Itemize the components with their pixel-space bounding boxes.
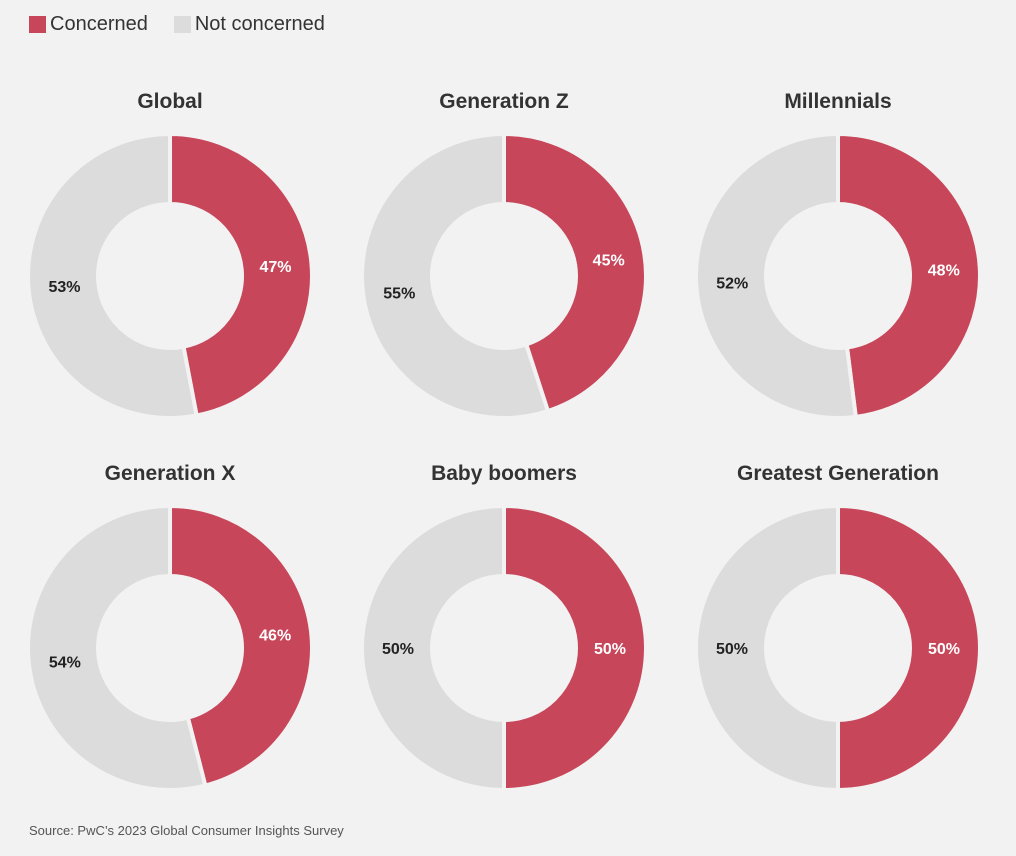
donut-chart: Global 47% 53% — [26, 90, 314, 420]
donut-chart: Generation Z 45% 55% — [360, 90, 648, 420]
slice-not-concerned — [26, 503, 208, 792]
legend-swatch-concerned — [29, 16, 46, 33]
slice-concerned — [836, 503, 982, 793]
slice-not-concerned — [360, 503, 506, 793]
slice-not-concerned — [694, 131, 859, 420]
slice-not-concerned — [694, 503, 840, 793]
donut-chart: Greatest Generation 50% 50% — [694, 462, 982, 793]
slice-concerned — [836, 131, 982, 420]
chart-title: Generation Z — [439, 90, 569, 113]
legend-label: Not concerned — [194, 13, 325, 35]
donut-chart: Generation X 46% 54% — [26, 462, 314, 792]
data-label: 55% — [383, 286, 415, 303]
chart-title: Baby boomers — [431, 462, 577, 485]
slice-concerned — [502, 131, 648, 414]
legend-label: Concerned — [50, 13, 148, 35]
data-label: 54% — [49, 654, 81, 671]
donut-chart: Baby boomers 50% 50% — [360, 462, 648, 793]
data-label: 50% — [382, 641, 414, 658]
legend-item-concerned: Concerned — [29, 13, 148, 36]
legend-swatch-not-concerned — [173, 16, 191, 33]
chart-title: Millennials — [784, 90, 891, 113]
chart-title: Generation X — [105, 462, 236, 485]
data-label: 50% — [928, 641, 960, 658]
slice-not-concerned — [360, 131, 551, 420]
data-label: 47% — [260, 259, 292, 276]
chart-title: Global — [137, 90, 202, 113]
legend-item-not-concerned: Not concerned — [173, 13, 325, 36]
source-note: Source: PwC’s 2023 Global Consumer Insig… — [29, 823, 344, 838]
data-label: 50% — [594, 641, 626, 658]
donut-chart: Millennials 48% 52% — [694, 90, 982, 420]
chart-title: Greatest Generation — [737, 462, 939, 485]
data-label: 50% — [716, 641, 748, 658]
data-label: 48% — [928, 262, 960, 279]
slice-concerned — [168, 503, 314, 788]
slice-concerned — [168, 131, 314, 418]
data-label: 53% — [48, 279, 80, 296]
legend: Concerned Not concerned — [29, 13, 351, 36]
slice-concerned — [502, 503, 648, 793]
data-label: 45% — [593, 252, 625, 269]
slice-not-concerned — [26, 131, 199, 420]
data-label: 52% — [716, 276, 748, 293]
data-label: 46% — [259, 628, 291, 645]
